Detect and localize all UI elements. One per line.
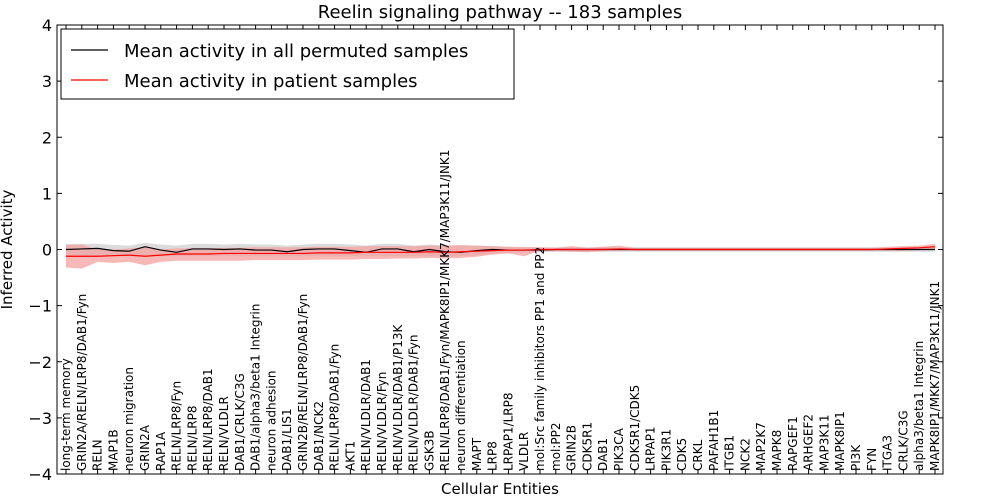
y-tick-label: −4 <box>28 465 52 484</box>
x-tick-label: neuron adhesion <box>264 370 278 471</box>
x-tick-label: MAP3K11 <box>817 414 831 471</box>
y-axis-label: Inferred Activity <box>0 189 16 309</box>
x-tick-label: FYN <box>865 448 879 471</box>
x-tick-label: PI3K <box>849 444 863 471</box>
y-axis: −4 −3 −2 −1 0 1 2 3 4 <box>28 16 943 484</box>
legend: Mean activity in all permuted samples Me… <box>60 28 515 100</box>
x-tick-label: MAPT <box>470 437 484 471</box>
x-tick-label: long-term memory <box>59 358 73 471</box>
legend-label-patient: Mean activity in patient samples <box>124 71 418 92</box>
x-tick-label: RELN/VLDLR/DAB1/Fyn <box>407 335 421 471</box>
x-tick-label: RELN/VLDLR/DAB1/P13K <box>391 324 405 471</box>
x-tick-label: RELN/VLDLR/Fyn <box>375 372 389 471</box>
chart-title: Reelin signaling pathway -- 183 samples <box>318 2 682 23</box>
y-tick-label: 4 <box>42 16 52 35</box>
y-tick-label: 0 <box>42 241 52 260</box>
legend-box <box>60 28 515 100</box>
x-tick-label: DAB1 <box>596 438 610 471</box>
x-tick-label: MAPK8IP1/MKK7/MAP3K11/JNK1 <box>928 281 942 471</box>
x-tick-label: CDK5R1 <box>580 422 594 471</box>
x-tick-label: CRKL <box>691 439 705 471</box>
x-tick-label: CDK5R1/CDK5 <box>628 385 642 471</box>
x-tick-label: RELN <box>91 439 105 471</box>
x-tick-label: LRPAP1 <box>644 426 658 471</box>
x-tick-label: mol:PP2 <box>549 422 563 471</box>
x-tick-label: RELN/LRP8/Fyn <box>170 381 184 471</box>
y-tick-label: −3 <box>28 409 52 428</box>
y-tick-label: 1 <box>42 184 52 203</box>
x-tick-label: LRPAP1/LRP8 <box>501 392 515 471</box>
x-axis-label: Cellular Entities <box>441 480 559 498</box>
x-tick-label: MAPK8 <box>770 430 784 471</box>
x-tick-label: VLDLR <box>517 432 531 471</box>
x-tick-label: MAP2K7 <box>754 422 768 471</box>
x-tick-label: DAB1/NCK2 <box>312 401 326 471</box>
x-tick-label: GRIN2B <box>565 425 579 471</box>
x-tick-label: neuron migration <box>122 367 136 471</box>
x-tick-label: RELN/LRP8/DAB1/Fyn <box>328 344 342 471</box>
y-tick-label: 3 <box>42 72 52 91</box>
x-axis: long-term memory GRIN2A/RELN/LRP8/DAB1/Fy… <box>59 25 942 474</box>
x-tick-label: RAPGEF1 <box>786 416 800 471</box>
x-tick-label: CRLK/C3G <box>896 410 910 471</box>
series-lines <box>65 246 936 257</box>
line-series-1 <box>66 246 936 257</box>
y-tick-label: 2 <box>42 128 52 147</box>
x-tick-label: PAFAH1B1 <box>707 410 721 471</box>
x-tick-label: GRIN2A/RELN/LRP8/DAB1/Fyn <box>75 294 89 471</box>
x-tick-label: GSK3B <box>422 430 436 471</box>
x-tick-label: ITGA3 <box>881 435 895 471</box>
x-tick-label: mol:Src family inhibitors PP1 and PP2 <box>533 247 547 471</box>
x-tick-label: alpha3/beta1 Integrin <box>912 341 926 471</box>
x-tick-label: GRIN2A <box>138 424 152 471</box>
x-tick-label: CDK5 <box>675 438 689 471</box>
y-tick-label: −2 <box>28 353 52 372</box>
x-tick-label: RELN/VLDLR <box>217 396 231 471</box>
legend-label-permuted: Mean activity in all permuted samples <box>124 41 468 62</box>
x-tick-label: RELN/LRP8/DAB1/Fyn/MAPK8IP1/MKK7/MAP3K11… <box>438 150 452 471</box>
x-tick-label: DAB1/CRLK/C3G <box>233 373 247 471</box>
x-tick-label: AKT1 <box>343 441 357 471</box>
x-tick-label: PIK3R1 <box>659 429 673 471</box>
x-tick-label: PIK3CA <box>612 427 626 471</box>
x-tick-label: MAP1B <box>106 429 120 471</box>
x-tick-label: LRP8 <box>486 441 500 471</box>
x-tick-label: DAB1/alpha3/beta1 Integrin <box>249 304 263 471</box>
x-tick-label: neuron differentiation <box>454 340 468 471</box>
x-tick-label: RELN/LRP8 <box>185 405 199 471</box>
x-tick-label: RAP1A <box>154 431 168 471</box>
x-tick-label: ITGB1 <box>723 435 737 471</box>
x-tick-label: ARHGEF2 <box>802 414 816 471</box>
x-tick-label: NCK2 <box>738 438 752 471</box>
x-tick-label: RELN/VLDLR/DAB1 <box>359 359 373 471</box>
x-tick-label: RELN/LRP8/DAB1 <box>201 368 215 471</box>
x-tick-label: DAB1/LIS1 <box>280 408 294 471</box>
x-tick-label: GRIN2B/RELN/LRP8/DAB1/Fyn <box>296 294 310 471</box>
y-tick-label: −1 <box>28 297 52 316</box>
x-tick-label: MAPK8IP1 <box>833 411 847 471</box>
